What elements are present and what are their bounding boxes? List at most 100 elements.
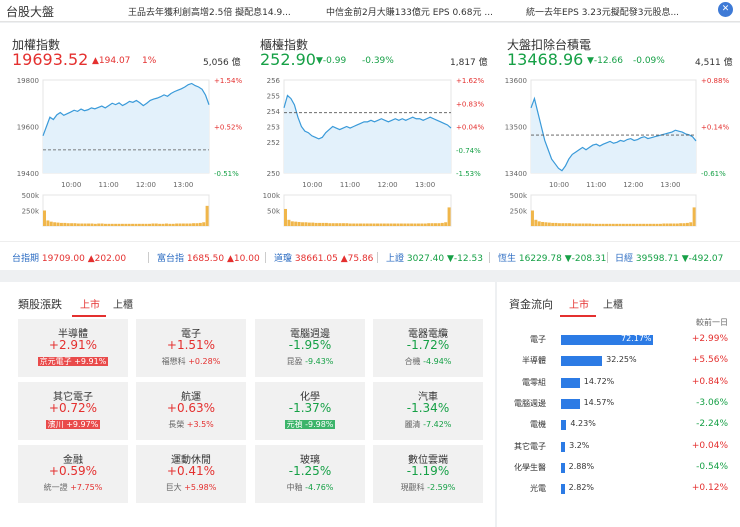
volume-bar xyxy=(648,223,652,226)
top-stock-name[interactable]: 長榮 xyxy=(168,420,185,429)
volume-bar xyxy=(365,223,369,226)
volume-bar xyxy=(413,223,417,226)
flow-share-bar xyxy=(561,441,566,452)
ticker-item-tx[interactable]: 台指期 19709.00 ▲202.00 xyxy=(12,254,127,264)
news-headline-2[interactable]: 中信金前2月大賺133億元 EPS 0.68元 ... xyxy=(326,8,493,18)
volume-bar xyxy=(154,223,158,226)
flow-sector-name: 半導體 xyxy=(522,356,546,366)
tab-listed[interactable]: 上市 xyxy=(80,300,100,311)
sector-card[interactable]: 其它電子 +0.72% 濱川 +9.97% xyxy=(18,382,128,440)
y-tick-label: 13400 xyxy=(505,170,527,178)
sector-card[interactable]: 金融 +0.59% 統一證 +7.75% xyxy=(18,445,128,503)
tab-otc[interactable]: 上櫃 xyxy=(113,300,133,311)
capital-flow-row[interactable]: 其它電子 3.2% +0.04% xyxy=(497,440,740,454)
top-stock-name[interactable]: 巨大 xyxy=(165,483,182,492)
volume-bar xyxy=(124,223,128,226)
capital-flow-row[interactable]: 電子 72.17% +2.99% xyxy=(497,333,740,347)
volume-bar xyxy=(144,223,148,226)
sector-pct: +1.51% xyxy=(166,338,216,352)
volume-bar xyxy=(362,223,366,226)
volume-bar xyxy=(615,223,619,226)
top-stock-badge[interactable]: 元禎 -9.98% xyxy=(284,420,336,429)
capital-flow-row[interactable]: 化學生醫 2.88% -0.54% xyxy=(497,461,740,475)
volume-bar xyxy=(571,223,575,226)
sector-card[interactable]: 電器電纜 -1.72% 合機 -4.94% xyxy=(373,319,483,377)
index-change-pct: -0.09% xyxy=(633,56,665,66)
volume-bar xyxy=(107,223,111,226)
index-panels: 加權指數 19693.52 ▲194.07 1% 5,056 億 19800 19… xyxy=(0,23,740,270)
index-value: 19693.52 xyxy=(12,50,89,69)
sector-card[interactable]: 電子 +1.51% 福懋科 +0.28% xyxy=(136,319,246,377)
pct-tick-label: +0.14% xyxy=(701,124,729,132)
sector-card[interactable]: 運動休閒 +0.41% 巨大 +5.98% xyxy=(136,445,246,503)
top-stock-name[interactable]: 昆盈 xyxy=(286,357,303,366)
capital-flow-panel: 資金流向 上市 上櫃 較前一日 電子 72.17% +2.99% 半導體 32.2… xyxy=(497,282,740,527)
capital-flow-row[interactable]: 半導體 32.25% +5.56% xyxy=(497,354,740,368)
volume-bar xyxy=(386,223,390,226)
index-change: ▲194.07 xyxy=(92,56,131,66)
close-icon[interactable]: ✕ xyxy=(718,2,733,17)
sector-card[interactable]: 電腦週邊 -1.95% 昆盈 -9.43% xyxy=(255,319,365,377)
volume-bar xyxy=(423,223,427,226)
capital-flow-row[interactable]: 電零組 14.72% +0.84% xyxy=(497,376,740,390)
sector-card[interactable]: 數位雲端 -1.19% 現觀科 -2.59% xyxy=(373,445,483,503)
top-stock-name[interactable]: 中釉 xyxy=(286,483,303,492)
ticker-item-hangseng[interactable]: 恆生 16229.78 ▼-208.31 xyxy=(498,254,607,264)
capital-flow-row[interactable]: 電機 4.23% -2.24% xyxy=(497,418,740,432)
tab-otc[interactable]: 上櫃 xyxy=(603,300,623,311)
volume-bar xyxy=(158,223,162,226)
volume-bar xyxy=(561,223,565,226)
index-panel-otc[interactable]: 櫃檯指數 252.90 ▼-0.99 -0.39% 1,817 億 256 255… xyxy=(248,23,494,241)
index-chart: 256 255 254 253 252 250 +1.62% +0.83% +0.04% -0.7… xyxy=(263,77,484,227)
top-stock-badge[interactable]: 濱川 +9.97% xyxy=(45,420,101,429)
sector-top-stock: 麗清 -7.42% xyxy=(373,419,483,430)
volume-bar xyxy=(578,223,582,226)
volume-bar xyxy=(382,223,386,226)
top-stock-name[interactable]: 現觀科 xyxy=(400,483,425,492)
ticker-item-dow[interactable]: 道瓊 38661.05 ▲75.86 xyxy=(274,254,374,264)
x-tick-label: 10:00 xyxy=(549,181,569,189)
volume-bar xyxy=(328,223,332,226)
sector-card[interactable]: 航運 +0.63% 長榮 +3.5% xyxy=(136,382,246,440)
index-name: 大盤扣除台積電 xyxy=(507,38,592,52)
capital-flow-row[interactable]: 光電 2.82% +0.12% xyxy=(497,482,740,496)
capital-flow-row[interactable]: 電腦週邊 14.57% -3.06% xyxy=(497,397,740,411)
top-stock-badge[interactable]: 京元電子 +9.91% xyxy=(37,357,109,366)
ticker-item-nikkei[interactable]: 日經 39598.71 ▼-492.07 xyxy=(615,254,724,264)
ticker-item-shanghai[interactable]: 上證 3027.40 ▼-12.53 xyxy=(386,254,483,264)
news-headline-3[interactable]: 統一去年EPS 3.23元擬配發3元股息... xyxy=(526,8,680,18)
price-area xyxy=(531,98,696,173)
volume-bar xyxy=(598,223,602,226)
sector-card[interactable]: 汽車 -1.34% 麗清 -7.42% xyxy=(373,382,483,440)
top-stock-name[interactable]: 統一證 xyxy=(43,483,68,492)
volume-bar xyxy=(358,223,362,226)
volume-bar xyxy=(164,223,168,226)
ticker-item-msci[interactable]: 富台指 1685.50 ▲10.00 xyxy=(157,254,260,264)
volume-bar xyxy=(427,223,431,226)
top-stock-name[interactable]: 福懋科 xyxy=(161,357,186,366)
news-headline-1[interactable]: 王品去年獲利創高增2.5倍 擬配息14.9... xyxy=(128,8,291,18)
sector-card[interactable]: 玻璃 -1.25% 中釉 -4.76% xyxy=(255,445,365,503)
tab-listed[interactable]: 上市 xyxy=(569,300,589,311)
sector-card[interactable]: 半導體 +2.91% 京元電子 +9.91% xyxy=(18,319,128,377)
volume-bar xyxy=(202,222,206,226)
sector-pct: -1.25% xyxy=(288,464,332,478)
x-tick-label: 13:00 xyxy=(415,181,435,189)
volume-bar xyxy=(625,223,629,226)
index-volume: 1,817 億 xyxy=(450,58,488,68)
top-stock-name[interactable]: 麗清 xyxy=(404,420,421,429)
volume-bar xyxy=(120,223,124,226)
volume-bar xyxy=(611,223,615,226)
y-tick-label: 254 xyxy=(267,108,281,116)
volume-bar xyxy=(321,222,325,226)
index-panel-taiex[interactable]: 加權指數 19693.52 ▲194.07 1% 5,056 億 19800 19… xyxy=(0,23,246,241)
flow-change-pct: +0.84% xyxy=(691,376,728,387)
x-tick-label: 10:00 xyxy=(61,181,81,189)
index-panel-ex-tsmc[interactable]: 大盤扣除台積電 13468.96 ▼-12.66 -0.09% 4,511 億 … xyxy=(495,23,740,241)
volume-bar xyxy=(444,222,448,226)
volume-bar xyxy=(297,221,301,226)
panel-title: 資金流向 xyxy=(509,298,553,311)
divider xyxy=(265,252,266,263)
sector-card[interactable]: 化學 -1.37% 元禎 -9.98% xyxy=(255,382,365,440)
top-stock-name[interactable]: 合機 xyxy=(404,357,421,366)
